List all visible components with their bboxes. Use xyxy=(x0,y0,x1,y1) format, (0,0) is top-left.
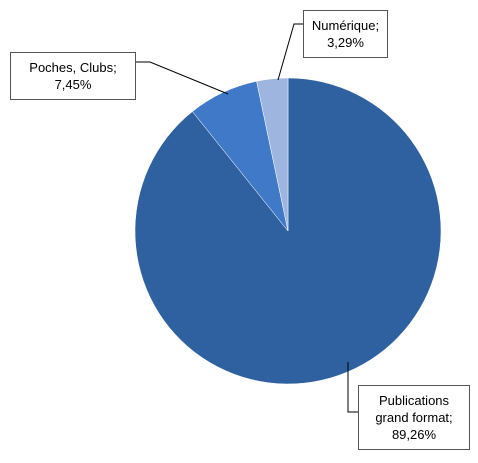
category-label: Publications grand format; xyxy=(375,393,453,425)
slices xyxy=(134,77,442,385)
value-label: 7,45% xyxy=(54,77,92,92)
leader-line xyxy=(277,23,303,81)
category-label: Numérique; xyxy=(311,18,380,33)
category-label: Poches, Clubs; xyxy=(29,60,117,75)
leader-line xyxy=(347,362,358,413)
leader-line xyxy=(136,61,229,95)
data-label: Publications grand format; 89,26% xyxy=(358,385,470,450)
value-label: 3,29% xyxy=(327,35,364,50)
data-label: Numérique; 3,29% xyxy=(303,10,388,58)
pie-slice xyxy=(256,77,289,232)
data-label: Poches, Clubs; 7,45% xyxy=(10,52,136,100)
value-label: 89,26% xyxy=(391,427,437,442)
